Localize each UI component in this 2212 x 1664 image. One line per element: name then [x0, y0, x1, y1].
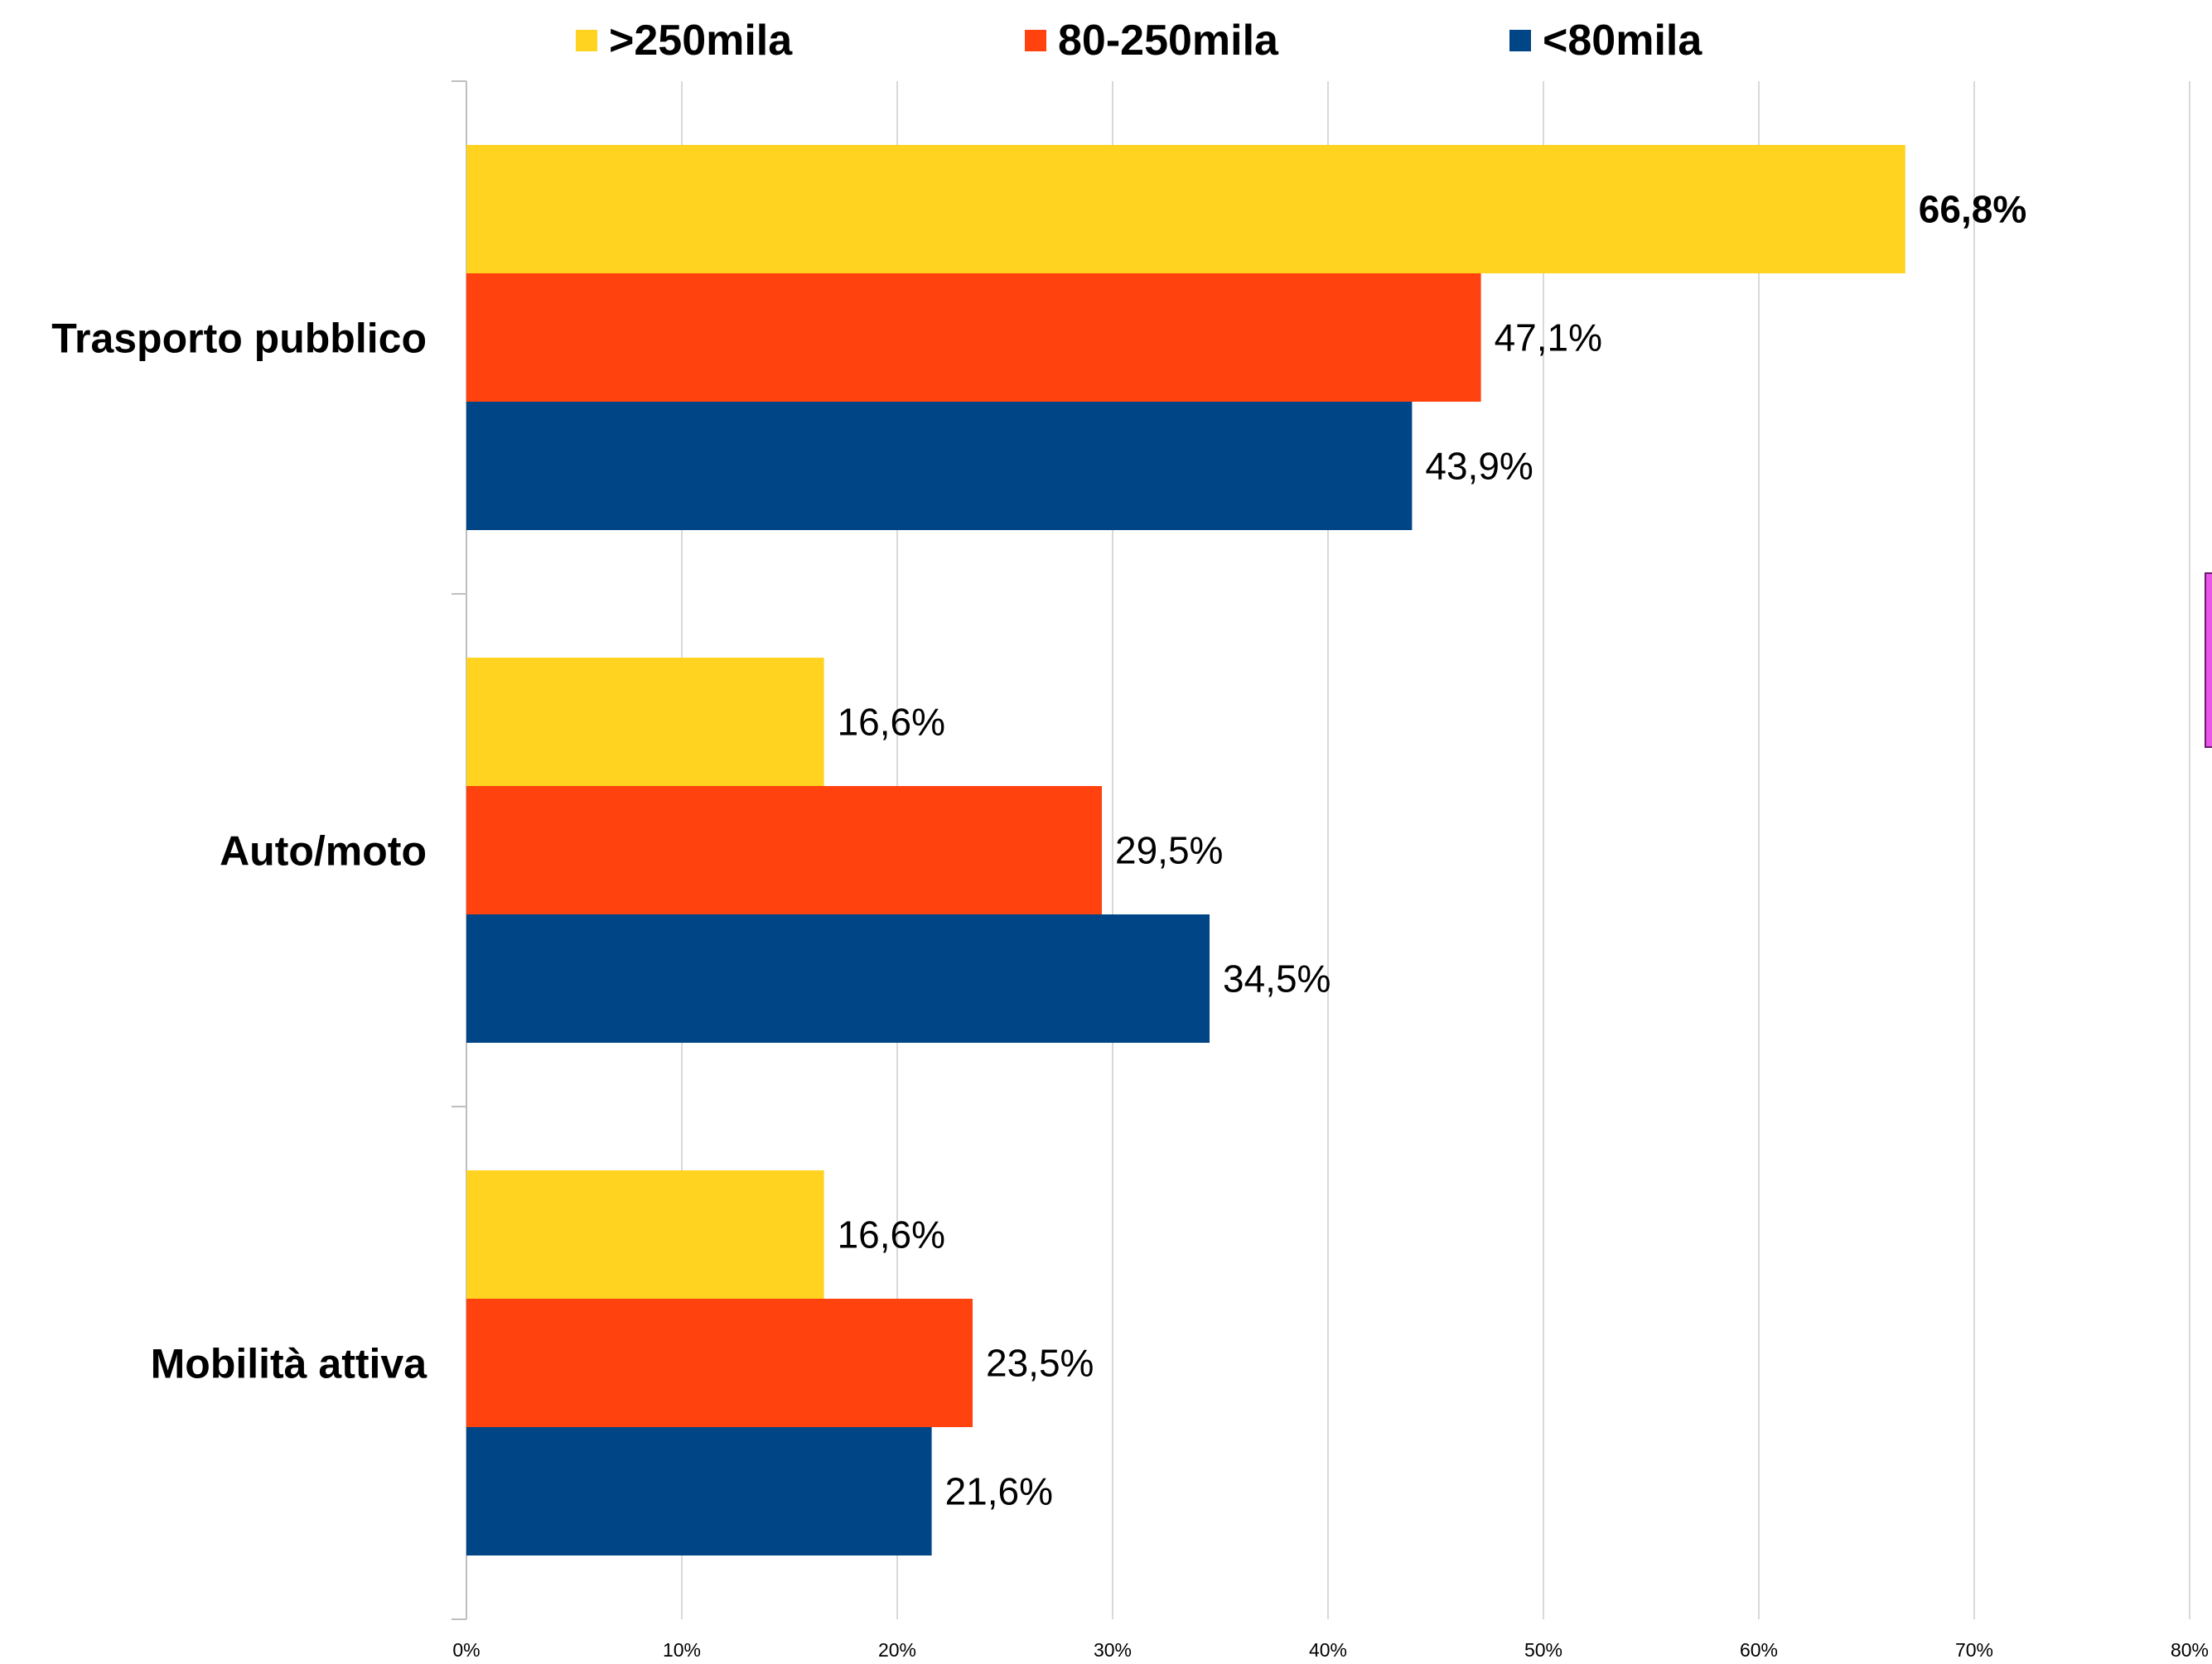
data-label: 21,6%: [945, 1470, 1053, 1513]
category-label-mobilit-attiva: Mobilità attiva: [151, 1341, 428, 1387]
labels: Trasporto pubblico 66,8% 47,1% 43,9% Auto/mo…: [51, 188, 2026, 1513]
legend-label: >250mila: [609, 17, 793, 65]
bars: [466, 145, 1905, 1555]
bar-80-250mila: [466, 273, 1481, 402]
legend-label: 80-250mila: [1058, 17, 1279, 65]
x-tick-label: 70%: [1955, 1639, 1993, 1661]
side-marker: [2205, 572, 2212, 748]
bar-80mila: [466, 402, 1413, 530]
data-label: 29,5%: [1115, 829, 1223, 872]
x-tick-label: 0%: [452, 1639, 480, 1661]
x-tick-label: 20%: [878, 1639, 916, 1661]
bar-250mila: [466, 658, 824, 786]
legend-swatch-250mila: [576, 30, 597, 51]
data-label: 47,1%: [1495, 316, 1602, 359]
data-label: 43,9%: [1425, 445, 1533, 488]
x-tick-label: 80%: [2171, 1639, 2209, 1661]
x-tick-label: 30%: [1094, 1639, 1132, 1661]
bar-250mila: [466, 145, 1905, 273]
bar-80-250mila: [466, 1299, 973, 1427]
bar-80mila: [466, 1427, 932, 1555]
data-label: 16,6%: [838, 1213, 945, 1256]
x-tick-label: 10%: [663, 1639, 701, 1661]
legend-label: <80mila: [1543, 17, 1702, 65]
data-label: 66,8%: [1919, 188, 2026, 231]
bar-250mila: [466, 1170, 824, 1299]
category-label-auto-moto: Auto/moto: [220, 828, 427, 875]
data-label: 23,5%: [986, 1342, 1094, 1385]
category-label-trasporto-pubblico: Trasporto pubblico: [51, 316, 427, 362]
data-label: 34,5%: [1223, 957, 1331, 1001]
legend: >250mila 80-250mila <80mila: [576, 17, 1702, 65]
x-tick-label: 60%: [1740, 1639, 1778, 1661]
data-label: 16,6%: [838, 701, 945, 744]
x-tick-label: 40%: [1309, 1639, 1347, 1661]
x-tick-label: 50%: [1524, 1639, 1562, 1661]
legend-swatch-80mila: [1509, 30, 1531, 51]
bar-80mila: [466, 914, 1210, 1043]
legend-swatch-80-250mila: [1025, 30, 1046, 51]
bar-80-250mila: [466, 786, 1102, 914]
